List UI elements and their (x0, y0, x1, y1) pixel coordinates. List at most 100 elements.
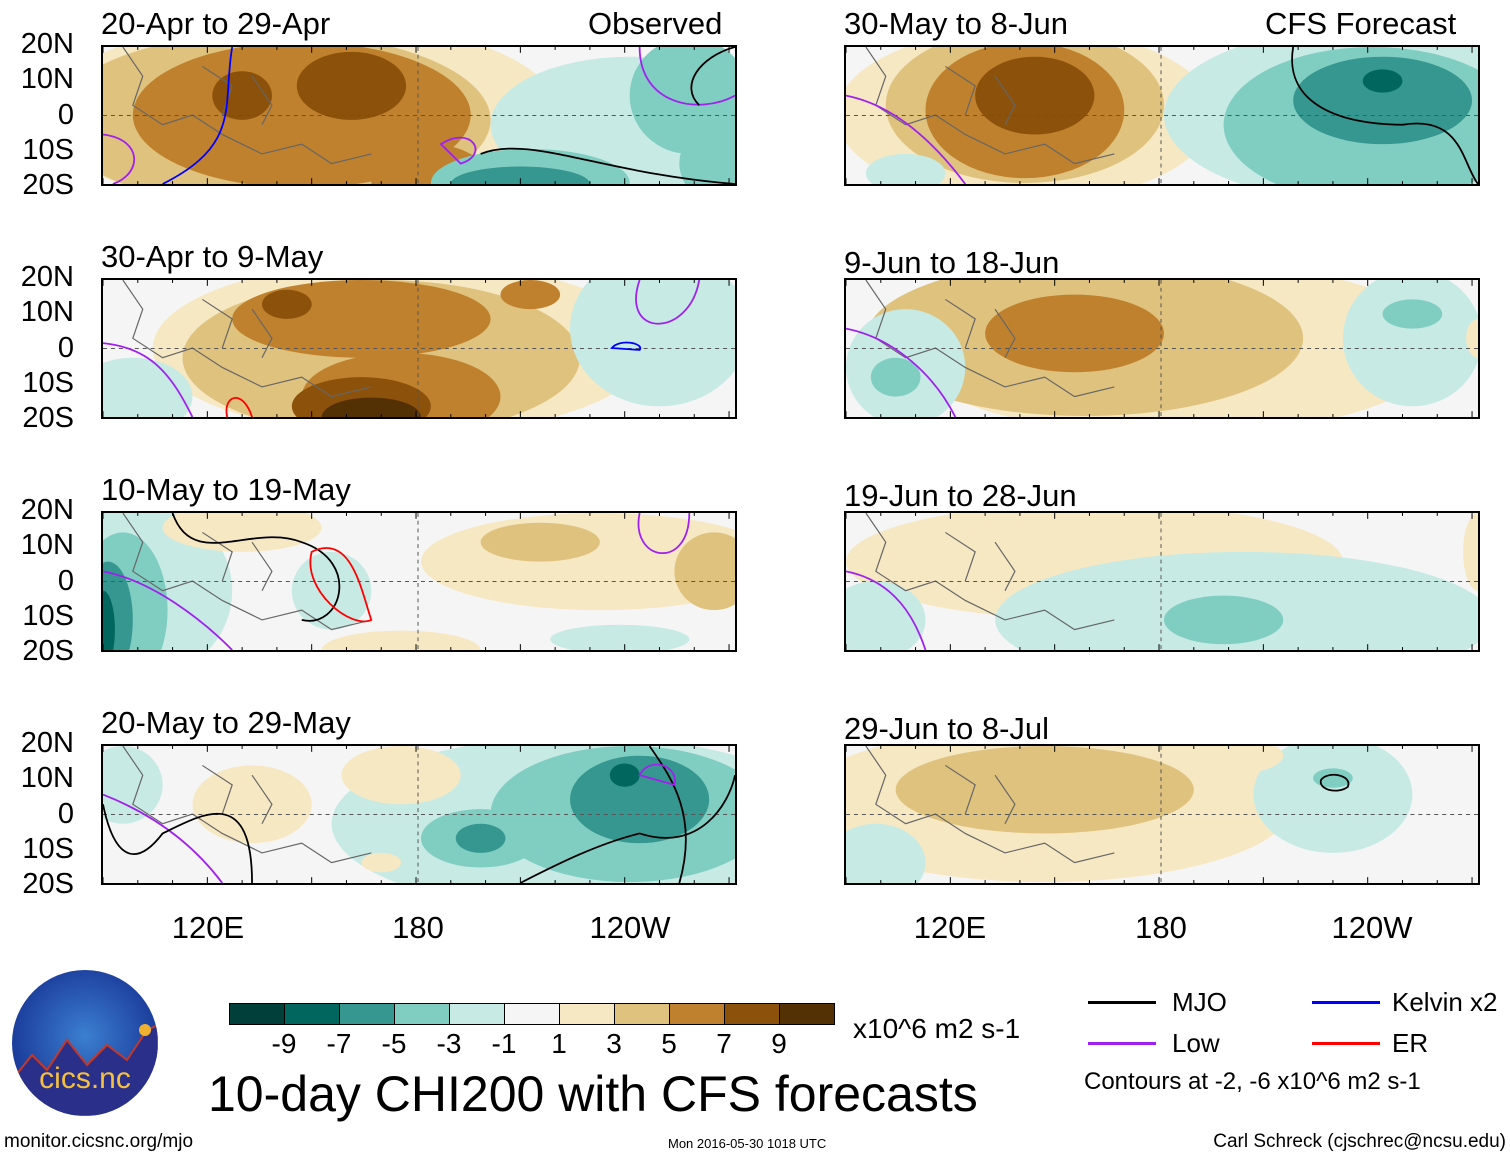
anomaly-region (103, 357, 193, 417)
panel-title: 29-Jun to 8-Jul (844, 711, 1050, 746)
map-panel (844, 511, 1480, 652)
anomaly-region (321, 630, 481, 650)
low-contour (846, 327, 957, 417)
er-contour (309, 547, 373, 623)
anomaly-region (455, 823, 506, 853)
colorbar-tick-label: -9 (271, 1028, 297, 1059)
colorbar-tick-label: -7 (326, 1028, 352, 1059)
anomaly-region (321, 397, 421, 417)
panel-title: 30-May to 8-Jun (844, 6, 1068, 41)
logo-text: cics.nc (39, 1062, 131, 1095)
lon-label: 120W (589, 910, 671, 945)
map-panel (101, 511, 737, 652)
colorbar-swatch (614, 1003, 670, 1025)
mjo-contour (690, 47, 735, 106)
mjo-contour (103, 804, 253, 883)
low-contour (103, 793, 223, 883)
anomaly-region (341, 746, 461, 805)
mjo-legend-line (1088, 1001, 1156, 1004)
coastline (122, 47, 372, 165)
colorbar-tick-label: 3 (606, 1028, 622, 1059)
lat-label: 10N (20, 529, 74, 562)
mjo-contour (480, 147, 735, 184)
lon-label: 180 (392, 910, 444, 945)
anomaly-region (1463, 513, 1478, 591)
low-legend-label: Low (1172, 1028, 1220, 1058)
anomaly-region (674, 532, 735, 611)
colorbar-swatch (284, 1003, 340, 1025)
lat-label: 0 (57, 797, 74, 830)
anomaly-region (1342, 280, 1478, 407)
figure-title: 10-day CHI200 with CFS forecasts (208, 1066, 978, 1122)
lat-label: 10S (22, 599, 74, 632)
anomaly-region (570, 755, 710, 844)
anomaly-region (500, 280, 561, 310)
colorbar-swatch (339, 1003, 395, 1025)
coastline (865, 513, 1115, 631)
lat-label: 10N (20, 63, 74, 96)
anomaly-region (296, 51, 407, 120)
colorbar-swatch (394, 1003, 450, 1025)
colorbar-tick-label: -1 (491, 1028, 517, 1059)
colorbar-swatch (229, 1003, 285, 1025)
anomaly-region (261, 289, 312, 319)
lat-label: 20N (20, 494, 74, 526)
colorbar-swatch (449, 1003, 505, 1025)
lat-label: 20N (20, 261, 74, 293)
lat-label: 0 (57, 331, 74, 364)
colorbar-swatch (669, 1003, 725, 1025)
kelvin-contour (162, 47, 234, 184)
kelvin-contour (610, 341, 642, 351)
lat-label: 20S (22, 402, 74, 434)
low-contour (637, 513, 691, 554)
anomaly-region (550, 624, 690, 650)
low-contour (846, 94, 966, 184)
anomaly-region (570, 280, 735, 407)
low-contour (846, 570, 927, 650)
lon-label: 120E (913, 910, 987, 945)
mjo-contour (519, 774, 735, 883)
footer-author: Carl Schreck (cjschrec@ncsu.edu) (1213, 1131, 1506, 1152)
colorbar-tick-label: 9 (771, 1028, 787, 1059)
colorbar-tick-label: 5 (661, 1028, 677, 1059)
anomaly-region (232, 280, 491, 358)
panel-title: 20-Apr to 29-Apr (101, 6, 331, 41)
low-contour (638, 47, 735, 106)
lat-label: 10N (20, 296, 74, 329)
anomaly-region (609, 763, 640, 787)
map-panel (101, 278, 737, 419)
colorbar-swatch (724, 1003, 780, 1025)
anomaly-region (1313, 768, 1353, 788)
colorbar-tick-label: -3 (436, 1028, 462, 1059)
low-contour (103, 133, 136, 184)
panel-title: 30-Apr to 9-May (101, 239, 324, 274)
coastline (865, 746, 1115, 864)
footer-url[interactable]: monitor.cicsnc.org/mjo (4, 1131, 194, 1152)
low-contour (439, 136, 477, 165)
panel-title: 19-Jun to 28-Jun (844, 478, 1077, 513)
map-panel (844, 278, 1480, 419)
anomaly-region (865, 153, 946, 184)
map-panel (844, 744, 1480, 885)
forecast-label: CFS Forecast (1265, 6, 1457, 41)
anomaly-region (450, 166, 590, 184)
colorbar-tick-label: 7 (716, 1028, 732, 1059)
mjo-contour (171, 513, 341, 622)
panel-title: 9-Jun to 18-Jun (844, 245, 1060, 280)
anomaly-region (103, 590, 115, 650)
low-contour (638, 763, 676, 786)
lat-label: 20N (20, 727, 74, 759)
lat-label: 20S (22, 868, 74, 900)
low-legend-line (1088, 1042, 1156, 1045)
colorbar-swatch (779, 1003, 835, 1025)
lat-label: 20N (20, 28, 74, 60)
lon-label: 180 (1135, 910, 1187, 945)
anomaly-region (679, 124, 735, 184)
anomaly-region (1163, 595, 1284, 645)
mjo-contour (1319, 773, 1350, 792)
anomaly-region (975, 56, 1095, 135)
colorbar-tick-label: -5 (381, 1028, 407, 1059)
er-legend-line (1312, 1042, 1380, 1045)
anomaly-region (985, 294, 1164, 373)
anomaly-region (192, 765, 312, 844)
